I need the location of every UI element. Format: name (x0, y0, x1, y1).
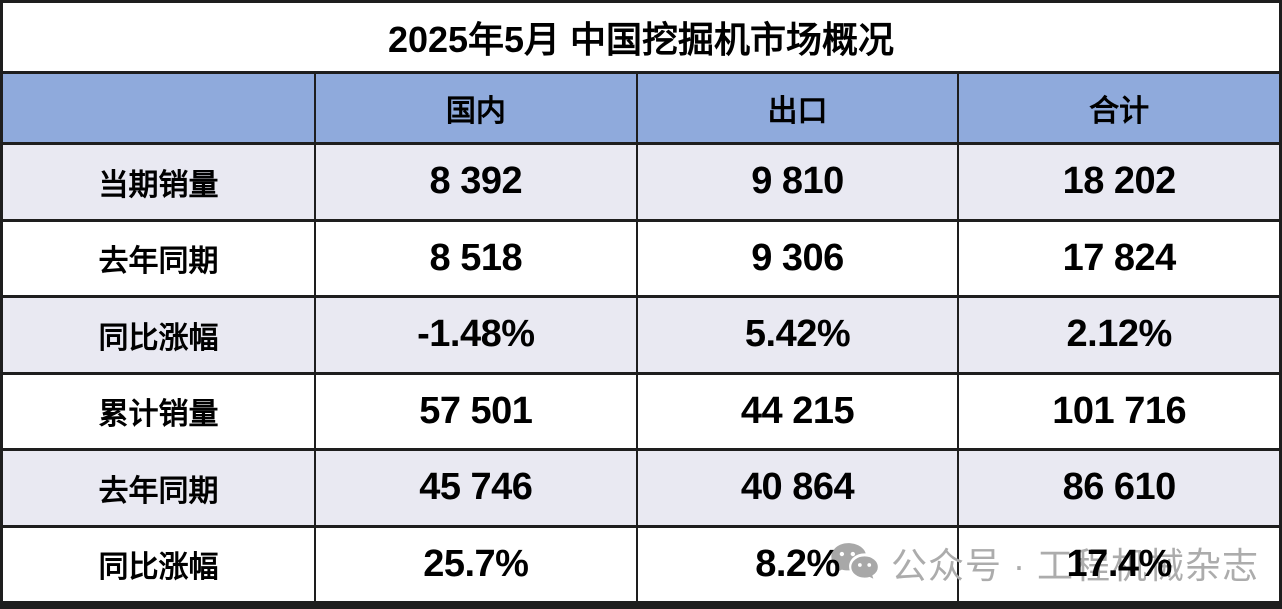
table-cell: 8 518 (316, 221, 638, 295)
cell-text: 17 824 (1062, 236, 1177, 279)
cell-text: 17.4% (1066, 542, 1173, 585)
header-cell-text: 出口 (767, 95, 828, 128)
cell-text: 57 501 (419, 389, 533, 432)
cell-text: 去年同期 (98, 474, 219, 508)
table-cell: 8 392 (316, 145, 638, 219)
table-cell: 40 864 (638, 451, 960, 525)
table-row: 同比涨幅 -1.48% 5.42% 2.12% (3, 298, 1279, 375)
cell-text: 去年同期 (98, 245, 219, 279)
table-cell: 17.4% (959, 528, 1279, 602)
cell-text: 5.42% (744, 313, 851, 356)
table-cell: 18 202 (959, 145, 1279, 219)
cell-text: 45 746 (419, 466, 533, 509)
row-label: 同比涨幅 (3, 527, 316, 601)
header-cell-total: 合计 (959, 74, 1279, 142)
table-cell: 44 215 (638, 374, 960, 448)
table-cell: -1.48% (316, 298, 638, 372)
table-row: 累计销量 57 501 44 215 101 716 (3, 374, 1279, 451)
table-cell: 17 824 (959, 222, 1279, 296)
table-cell: 9 810 (638, 145, 960, 219)
cell-text: 25.7% (423, 542, 529, 585)
cell-text: 40 864 (740, 466, 855, 509)
cell-text: 同比涨幅 (98, 321, 219, 355)
row-label: 当期销量 (3, 145, 316, 219)
table-cell: 5.42% (638, 298, 960, 372)
cell-text: 44 215 (740, 389, 855, 432)
table-cell: 86 610 (959, 451, 1279, 525)
row-label: 去年同期 (3, 451, 316, 525)
cell-text: 86 610 (1062, 466, 1177, 509)
cell-text: 同比涨幅 (98, 551, 219, 585)
header-cell-export: 出口 (638, 74, 960, 142)
table-cell: 25.7% (316, 527, 638, 601)
cell-text: 18 202 (1062, 160, 1177, 203)
table-cell: 101 716 (959, 375, 1279, 449)
cell-text: 8 392 (429, 160, 523, 203)
table-cell: 9 306 (638, 221, 960, 295)
table-cell: 8.2% (638, 527, 960, 601)
table-cell: 2.12% (959, 298, 1279, 372)
table-cell: 57 501 (316, 374, 638, 448)
row-label: 去年同期 (3, 221, 316, 295)
cell-text: -1.48% (417, 313, 535, 356)
table-body: 当期销量 8 392 9 810 18 202 去年同期 8 518 9 306 17 824… (3, 145, 1279, 601)
table-row: 当期销量 8 392 9 810 18 202 (3, 145, 1279, 222)
header-cell-empty (3, 74, 316, 142)
row-label: 同比涨幅 (3, 298, 316, 372)
header-cell-text: 国内 (445, 95, 506, 128)
table-row: 同比涨幅 25.7% 8.2% 17.4% (3, 527, 1279, 602)
table-header-row: 国内 出口 合计 (3, 74, 1279, 145)
cell-text: 101 716 (1052, 389, 1187, 432)
table-row: 去年同期 45 746 40 864 86 610 (3, 451, 1279, 528)
cell-text: 8.2% (755, 542, 840, 585)
cell-text: 8 518 (429, 236, 523, 279)
row-label: 累计销量 (3, 374, 316, 448)
cell-text: 9 306 (751, 236, 844, 279)
cell-text: 9 810 (751, 160, 844, 203)
bottom-notch-decoration (806, 600, 894, 601)
header-cell-text: 合计 (1089, 95, 1150, 128)
header-cell-domestic: 国内 (316, 74, 638, 142)
table-cell: 45 746 (316, 451, 638, 525)
table-row: 去年同期 8 518 9 306 17 824 (3, 221, 1279, 298)
table-title: 2025年5月 中国挖掘机市场概况 (3, 3, 1279, 74)
cell-text: 2.12% (1066, 313, 1173, 356)
cell-text: 当期销量 (98, 168, 219, 202)
cell-text: 累计销量 (98, 398, 219, 432)
